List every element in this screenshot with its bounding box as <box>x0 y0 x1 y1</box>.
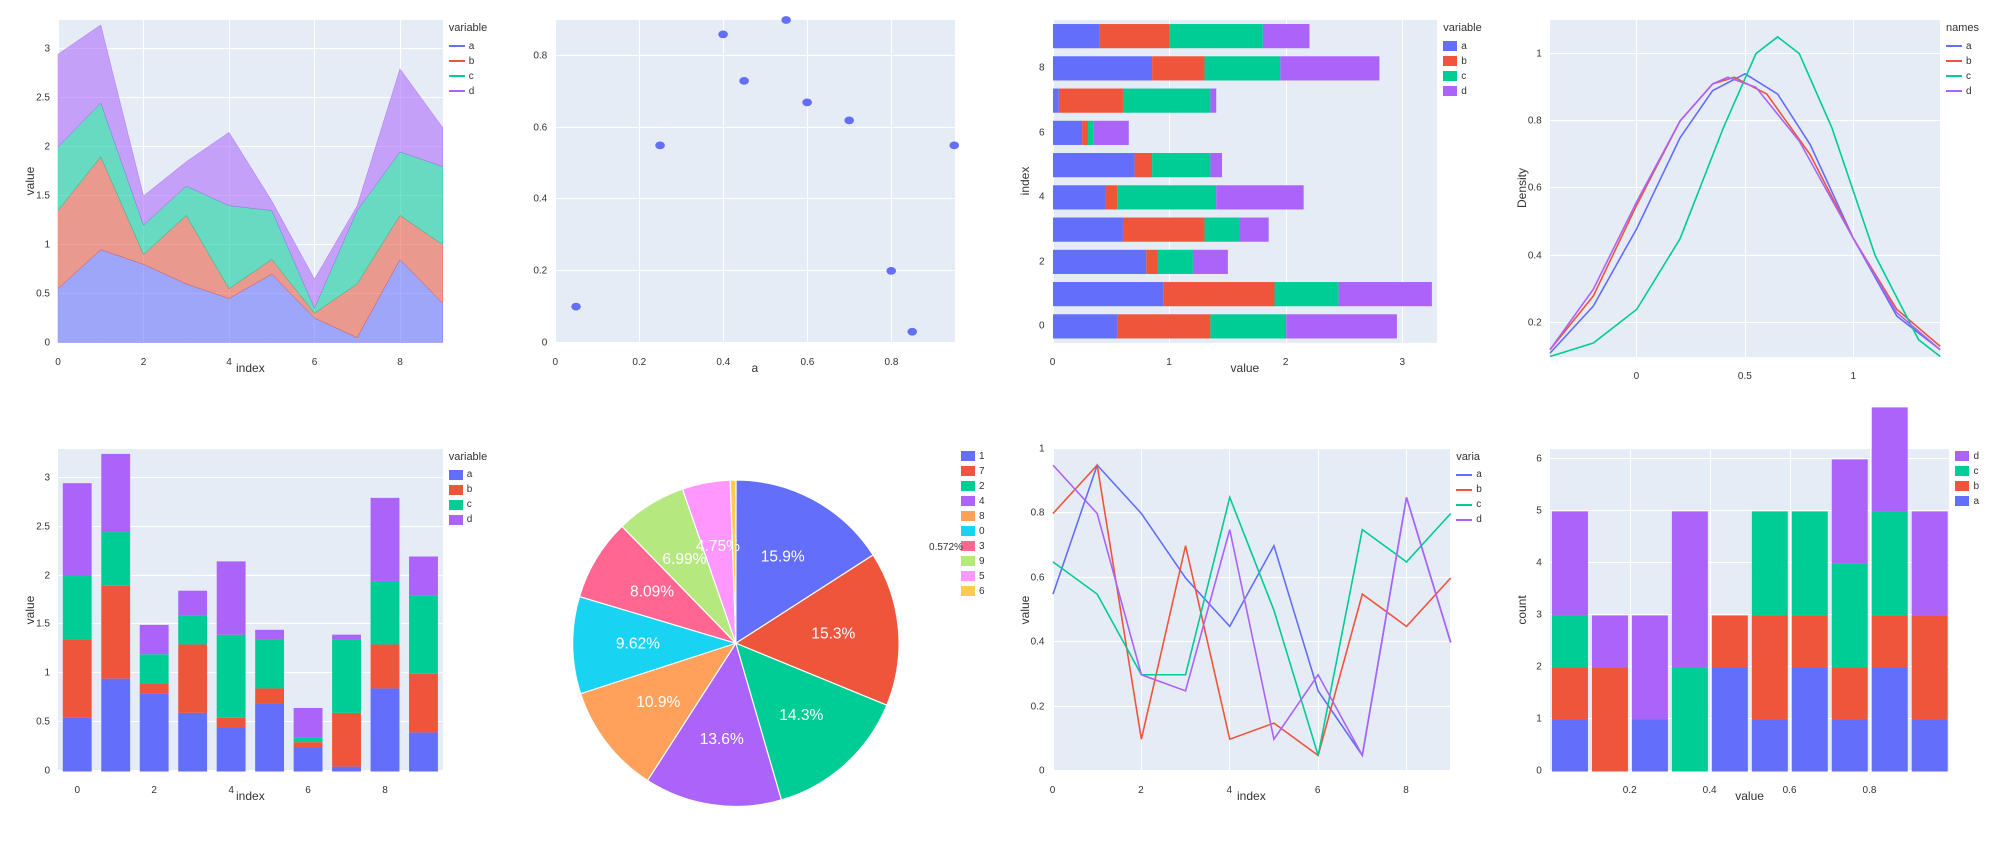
svg-text:15.9%: 15.9% <box>761 548 805 565</box>
vbar-chart: value 00.511.522.53 02468 index variable… <box>20 449 487 838</box>
chart-grid: value 00.511.522.53 02468 index variable… <box>20 20 1979 837</box>
density-legend: namesabcd <box>1940 20 1979 409</box>
pie-chart: 15.9%15.3%14.3%13.6%10.9%9.62%8.09%6.99%… <box>517 449 984 838</box>
svg-text:8.09%: 8.09% <box>630 583 674 600</box>
hbar-legend: variableabcd <box>1437 20 1482 409</box>
density-ylabel: Density <box>1515 168 1529 208</box>
hbar-chart: index 02468 0123 value variableabcd <box>1015 20 1482 409</box>
line-chart: value 00.20.40.60.81 02468 index variaab… <box>1015 449 1482 838</box>
svg-text:13.6%: 13.6% <box>700 731 744 748</box>
hist-legend: dcba <box>1949 449 1979 838</box>
hbar-xlabel: value <box>1053 361 1438 375</box>
area-ylabel: value <box>23 167 37 196</box>
line-ylabel: value <box>1018 595 1032 624</box>
vbar-ylabel: value <box>23 595 37 624</box>
hist-chart: count 0123456 0.20.40.60.8 value dcba <box>1512 449 1979 838</box>
area-xlabel: index <box>58 361 443 375</box>
hbar-ylabel: index <box>1018 167 1032 196</box>
pie-legend: 1724803956 <box>955 449 985 838</box>
svg-text:14.3%: 14.3% <box>780 707 824 724</box>
scatter-chart: 00.20.40.60.8 00.20.40.60.8 a <box>517 20 984 409</box>
line-xlabel: index <box>1053 789 1451 803</box>
line-legend: variaabcd <box>1450 449 1482 838</box>
density-chart: Density 0.20.40.60.81 00.51 namesabcd <box>1512 20 1979 409</box>
vbar-legend: variableabcd <box>443 449 488 838</box>
svg-text:9.62%: 9.62% <box>616 635 660 652</box>
area-chart: value 00.511.522.53 02468 index variable… <box>20 20 487 409</box>
area-legend: variableabcd <box>443 20 488 409</box>
svg-text:10.9%: 10.9% <box>637 694 681 711</box>
hist-ylabel: count <box>1515 595 1529 624</box>
svg-text:15.3%: 15.3% <box>812 625 856 642</box>
hist-xlabel: value <box>1550 789 1950 803</box>
